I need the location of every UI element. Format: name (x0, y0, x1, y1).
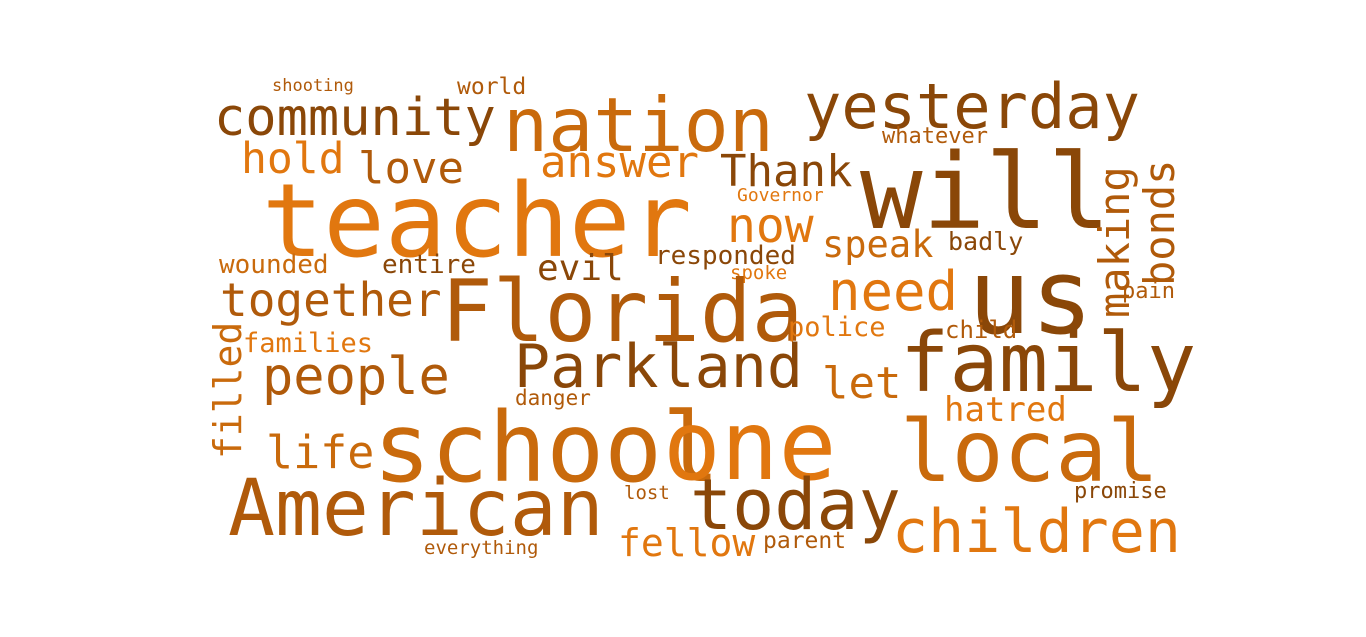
word-parent: parent (763, 528, 847, 554)
word-people: people (262, 347, 450, 407)
word-parkland: Parkland (514, 332, 803, 402)
word-hold: hold (241, 134, 345, 184)
word-today: today (690, 464, 901, 546)
word-evil: evil (537, 248, 624, 289)
word-need: need (828, 260, 959, 323)
word-hatred: hatred (944, 390, 1067, 430)
word-children: children (892, 497, 1181, 567)
word-danger: danger (515, 386, 591, 410)
word-shooting: shooting (272, 76, 354, 96)
word-life: life (266, 426, 375, 479)
word-child: child (945, 316, 1018, 344)
word-pain: pain (1122, 279, 1175, 304)
word-school: school (373, 392, 720, 504)
word-families: families (243, 328, 374, 359)
word-police: police (788, 312, 886, 343)
word-whatever: whatever (882, 124, 988, 149)
word-everything: everything (424, 537, 539, 559)
word-filled: filled (206, 321, 250, 459)
word-badly: badly (948, 227, 1024, 256)
word-one: one (663, 390, 837, 502)
word-lost: lost (624, 482, 670, 504)
word-wounded: wounded (219, 250, 329, 280)
word-us: us (968, 236, 1094, 358)
word-yesterday: yesterday (804, 70, 1140, 143)
word-nation: nation (503, 81, 774, 169)
word-teacher: teacher (262, 162, 692, 281)
word-entire: entire (382, 250, 476, 280)
word-florida: Florida (441, 262, 804, 362)
word-responded: responded (655, 241, 796, 271)
word-now: now (727, 198, 814, 254)
word-answer: answer (540, 137, 699, 188)
word-speak: speak (822, 223, 934, 266)
word-family: family (900, 316, 1197, 411)
word-community: community (214, 88, 496, 148)
word-fellow: fellow (618, 521, 756, 565)
word-will: will (860, 131, 1111, 253)
word-let: let (822, 358, 902, 409)
word-governor: Governor (737, 185, 824, 206)
word-world: world (457, 74, 527, 100)
word-local: local (900, 402, 1159, 502)
word-love: love (358, 143, 464, 194)
word-american: American (228, 464, 604, 554)
word-thank: Thank (720, 146, 853, 197)
word-spoke: spoke (730, 262, 788, 284)
word-together: together (220, 273, 442, 327)
word-promise: promise (1074, 479, 1167, 504)
word-bonds: bonds (1135, 159, 1184, 286)
